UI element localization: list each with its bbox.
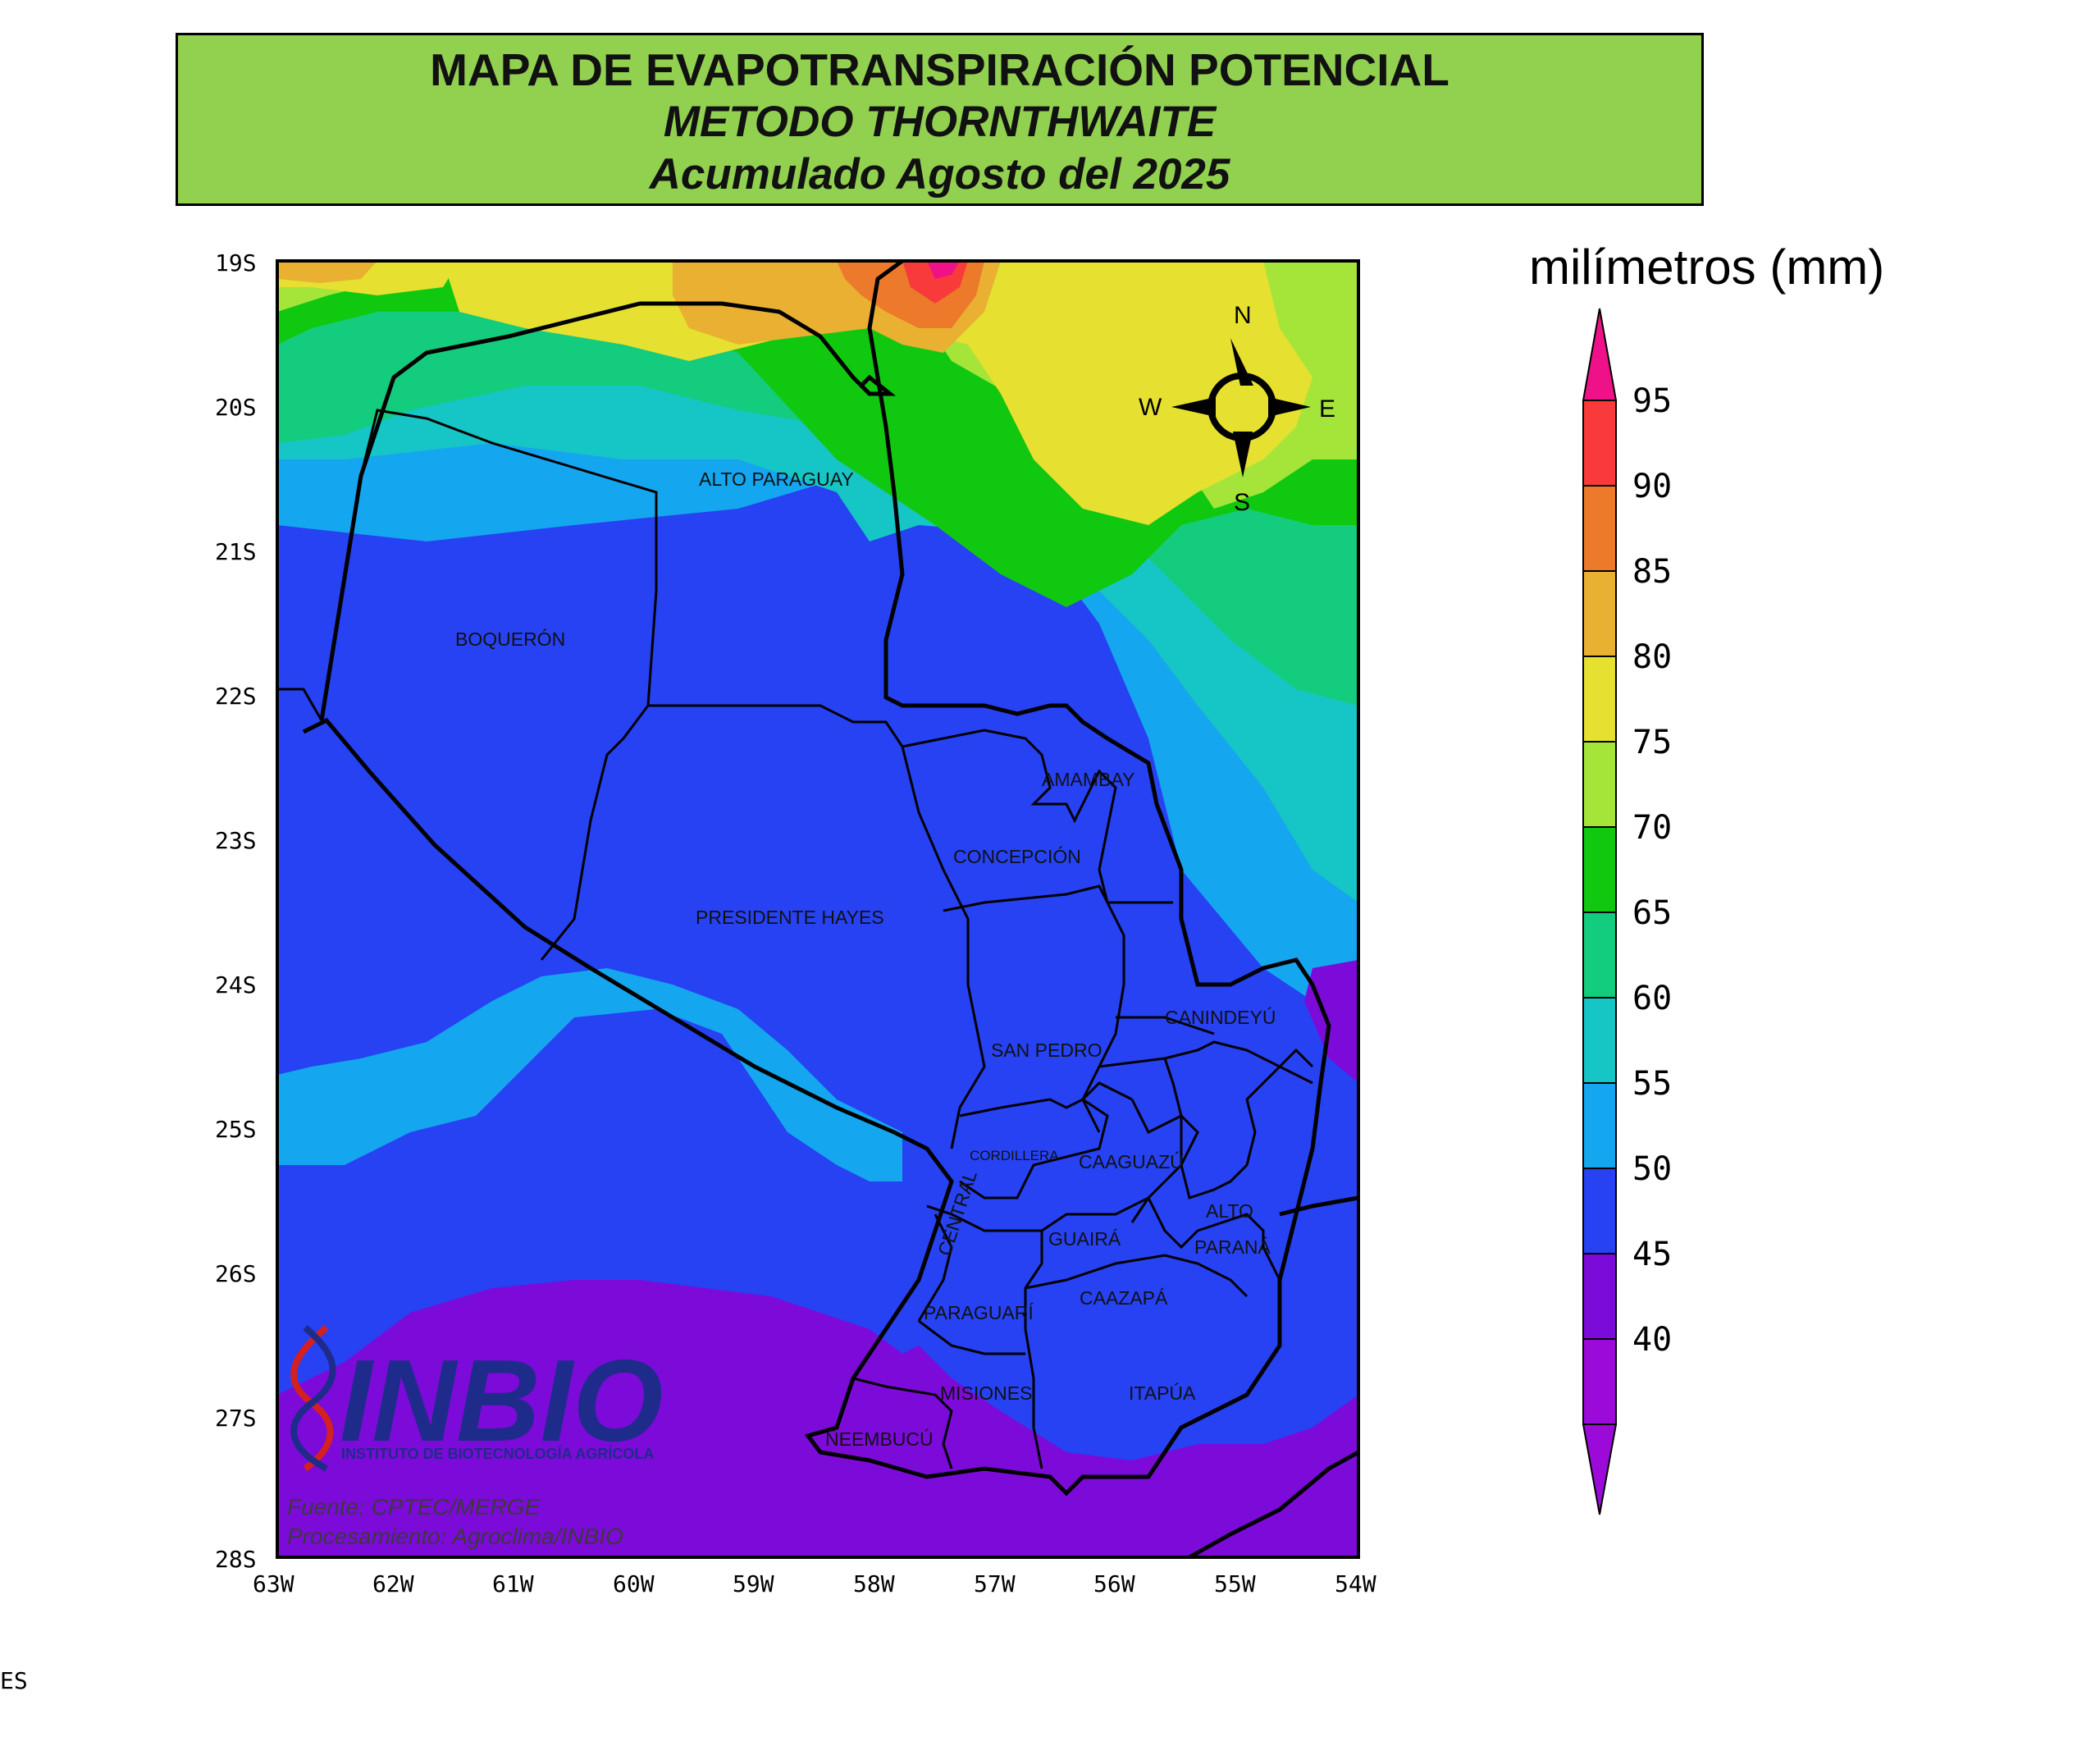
lon-label: 57W: [974, 1570, 1016, 1597]
logo-wordmark: INBIO: [340, 1336, 663, 1466]
legend-cell: [1582, 1082, 1617, 1169]
legend-level-label: 70: [1632, 809, 1672, 847]
dept-itapua: ITAPÚA: [1129, 1382, 1196, 1404]
legend-color-cells: [1582, 400, 1617, 1425]
dept-guaira: GUAIRÁ: [1048, 1228, 1121, 1250]
dept-san-pedro: SAN PEDRO: [991, 1040, 1102, 1061]
legend-level-label: 50: [1632, 1150, 1672, 1188]
legend-level-labels: 95 90 85 80 75 70 65 60 55 50 45 40: [1632, 382, 1672, 1359]
compass-west-arrow: [1171, 397, 1216, 417]
lat-label: 21S: [215, 538, 257, 565]
legend-cell: [1582, 485, 1617, 572]
legend-cell: [1582, 656, 1617, 743]
compass-e: E: [1319, 395, 1335, 423]
method-subtitle: METODO THORNTHWAITE: [663, 98, 1217, 146]
dept-amambay: AMAMBAY: [1042, 769, 1134, 790]
dept-alto-parana-2: PARANÁ: [1194, 1236, 1271, 1258]
legend-level-label: 85: [1632, 553, 1672, 591]
dept-alto-parana-1: ALTO: [1206, 1200, 1253, 1222]
map-frame: [276, 259, 1360, 1559]
legend-level-label: 40: [1632, 1321, 1672, 1359]
dept-canindeyu: CANINDEYÚ: [1165, 1007, 1276, 1028]
logo-dna-blue: [290, 1324, 336, 1472]
logo-subtitle: INSTITUTO DE BIOTECNOLOGÍA AGRÍCOLA: [341, 1445, 654, 1462]
lon-label: 56W: [1093, 1570, 1135, 1597]
clipped-edge-text: ES: [0, 1667, 28, 1694]
lon-label: 58W: [853, 1570, 895, 1597]
legend-bottom-arrow: [1582, 1424, 1618, 1515]
legend-cell: [1582, 400, 1617, 487]
dept-neembucu: ÑEEMBUCÚ: [825, 1428, 934, 1450]
evapotranspiration-field: [277, 261, 1358, 1557]
compass-s: S: [1234, 489, 1250, 516]
compass-ring: [1208, 372, 1276, 441]
dept-cordillera: CORDILLERA: [970, 1148, 1059, 1163]
legend-cell: [1582, 1253, 1617, 1340]
lat-label: 28S: [215, 1546, 257, 1573]
legend-level-label: 55: [1632, 1065, 1672, 1103]
legend-level-label: 65: [1632, 894, 1672, 932]
color-scale-legend: milímetros (mm) 95 90 85 80 75 70 65 60 55 50 45 40: [1529, 240, 1884, 1515]
dept-caaguazu: CAAGUAZÚ: [1079, 1151, 1184, 1172]
title-box: MAPA DE EVAPOTRANSPIRACIÓN POTENCIAL MET…: [176, 33, 1704, 206]
dept-misiones: MISIONES: [940, 1382, 1032, 1404]
legend-cell: [1582, 1338, 1617, 1425]
map-title: MAPA DE EVAPOTRANSPIRACIÓN POTENCIAL: [430, 44, 1449, 95]
legend-cell: [1582, 570, 1617, 657]
compass-rose: N S W E: [1139, 302, 1335, 516]
legend-cell: [1582, 741, 1617, 828]
legend-units: milímetros (mm): [1529, 240, 1884, 295]
lon-label: 61W: [492, 1570, 534, 1597]
legend-level-label: 45: [1632, 1236, 1672, 1273]
lon-label: 55W: [1214, 1570, 1256, 1597]
legend-level-label: 75: [1632, 724, 1672, 761]
lat-label: 27S: [215, 1405, 257, 1432]
legend-level-label: 60: [1632, 980, 1672, 1017]
legend-cell: [1582, 826, 1617, 913]
lon-label: 63W: [253, 1570, 294, 1597]
lat-label: 25S: [215, 1116, 257, 1143]
lat-label: 19S: [215, 249, 257, 276]
legend-level-label: 95: [1632, 382, 1672, 420]
dept-paraguari: PARAGUARÍ: [924, 1302, 1034, 1323]
compass-east-arrow: [1268, 397, 1311, 417]
dept-presidente-hayes: PRESIDENTE HAYES: [696, 907, 884, 928]
legend-cell: [1582, 912, 1617, 999]
processing-credit: Procesamiento: Agroclima/INBIO: [287, 1524, 623, 1549]
inbio-logo: INBIO INSTITUTO DE BIOTECNOLOGÍA AGRÍCOL…: [290, 1324, 663, 1472]
country-boundaries: [277, 258, 1360, 1560]
source-credit: Fuente: CPTEC/MERGE: [287, 1494, 540, 1520]
lat-label: 23S: [215, 827, 257, 854]
dept-concepcion: CONCEPCIÓN: [953, 846, 1081, 867]
latitude-axis: 19S 20S 21S 22S 23S 24S 25S 26S 27S 28S: [215, 249, 257, 1573]
legend-top-arrow: [1582, 308, 1618, 401]
lon-label: 54W: [1335, 1570, 1376, 1597]
legend-level-label: 80: [1632, 638, 1672, 676]
lat-label: 26S: [215, 1260, 257, 1287]
lat-label: 24S: [215, 971, 257, 999]
legend-level-label: 90: [1632, 468, 1672, 505]
lon-label: 59W: [733, 1570, 774, 1597]
lon-label: 60W: [613, 1570, 655, 1597]
dept-alto-paraguay: ALTO PARAGUAY: [699, 468, 854, 490]
dept-boqueron: BOQUERÓN: [455, 628, 565, 650]
lat-label: 22S: [215, 683, 257, 710]
compass-south-arrow: [1233, 432, 1253, 478]
longitude-axis: 63W 62W 61W 60W 59W 58W 57W 56W 55W 54W: [253, 1570, 1376, 1597]
period-subtitle: Acumulado Agosto del 2025: [649, 150, 1230, 199]
compass-n: N: [1234, 302, 1252, 329]
legend-cell: [1582, 997, 1617, 1084]
lat-label: 20S: [215, 394, 257, 421]
dept-caazapa: CAAZAPÁ: [1080, 1287, 1168, 1309]
compass-w: W: [1139, 394, 1162, 421]
lon-label: 62W: [372, 1570, 414, 1597]
legend-cell: [1582, 1168, 1617, 1254]
